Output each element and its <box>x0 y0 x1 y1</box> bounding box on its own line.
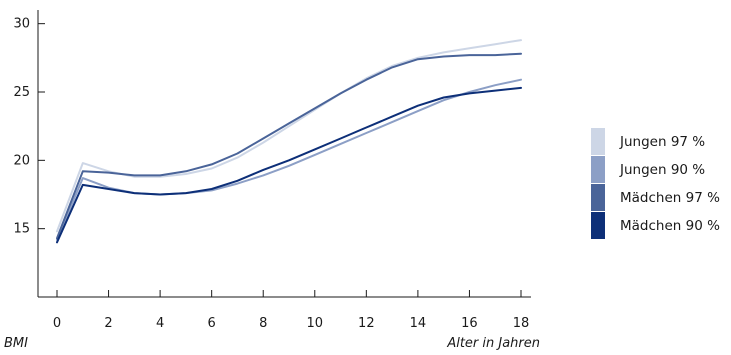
x-ticks: 0 2 4 6 8 10 12 14 16 18 <box>53 290 529 331</box>
legend-label: Mädchen 90 % <box>620 217 720 234</box>
y-ticks: 15 20 25 30 <box>13 17 45 237</box>
x-tick-label: 8 <box>259 316 267 331</box>
x-tick-label: 12 <box>358 316 375 331</box>
series-line-3 <box>56 52 522 240</box>
legend-label: Mädchen 97 % <box>620 189 720 206</box>
x-axis-title: Alter in Jahren <box>446 336 540 351</box>
y-axis-title: BMI <box>4 336 28 351</box>
legend-swatch <box>591 212 605 239</box>
legend-item: Mädchen 97 % <box>591 184 720 211</box>
legend-swatch <box>591 128 605 155</box>
x-tick-label: 0 <box>53 316 61 331</box>
legend: Jungen 97 % Jungen 90 % Mädchen 97 % Mäd… <box>591 128 720 240</box>
series-line-4 <box>56 86 522 244</box>
legend-label: Jungen 97 % <box>620 133 706 150</box>
x-tick-label: 14 <box>410 316 427 331</box>
y-tick-label: 25 <box>13 85 30 100</box>
legend-item: Jungen 97 % <box>591 128 720 155</box>
x-tick-label: 6 <box>208 316 216 331</box>
y-tick-label: 30 <box>13 17 30 32</box>
legend-item: Mädchen 90 % <box>591 212 720 239</box>
y-tick-label: 15 <box>13 222 30 237</box>
series-lines <box>56 39 522 244</box>
legend-label: Jungen 90 % <box>620 161 706 178</box>
x-tick-label: 16 <box>461 316 478 331</box>
series-line-1 <box>56 39 522 233</box>
legend-item: Jungen 90 % <box>591 156 720 183</box>
y-tick-label: 20 <box>13 153 30 168</box>
x-tick-label: 18 <box>513 316 530 331</box>
x-tick-label: 10 <box>307 316 324 331</box>
x-tick-label: 4 <box>156 316 164 331</box>
legend-swatch <box>591 184 605 211</box>
legend-swatch <box>591 156 605 183</box>
x-tick-label: 2 <box>104 316 112 331</box>
